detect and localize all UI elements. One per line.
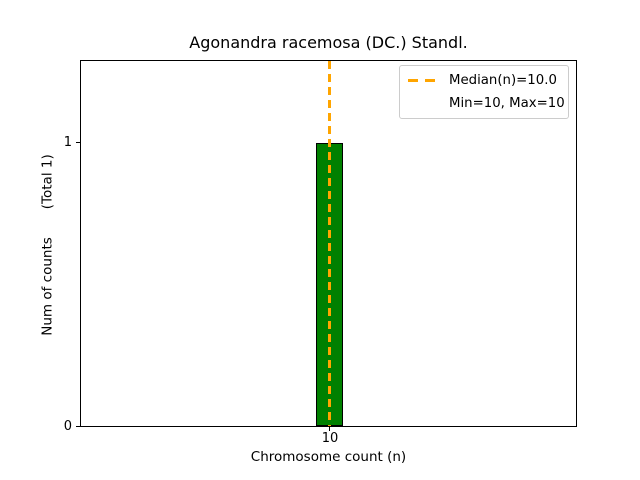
- y-axis-label-main: Num of counts: [39, 237, 56, 336]
- legend-median-label: Median(n)=10.0: [449, 73, 557, 88]
- median-vline: [328, 61, 331, 426]
- ytick-label-0: 0: [63, 419, 72, 434]
- ytick-mark-0: [76, 426, 80, 427]
- xtick-mark-10: [329, 427, 330, 431]
- legend-minmax-label: Min=10, Max=10: [449, 96, 565, 111]
- median-dashed-line-icon: [408, 79, 436, 82]
- legend-row-median: Median(n)=10.0: [408, 69, 560, 92]
- plot-area: Median(n)=10.0 Min=10, Max=10: [80, 60, 577, 427]
- chart-title: Agonandra racemosa (DC.) Standl.: [189, 33, 468, 52]
- legend: Median(n)=10.0 Min=10, Max=10: [399, 65, 569, 119]
- y-axis-label-total: (Total 1): [39, 154, 56, 210]
- y-axis-label: Num of counts (Total 1): [40, 154, 57, 335]
- ytick-mark-1: [76, 142, 80, 143]
- xtick-label-10: 10: [321, 431, 339, 446]
- ytick-label-1: 1: [63, 135, 72, 150]
- x-axis-label: Chromosome count (n): [250, 449, 407, 465]
- legend-row-minmax: Min=10, Max=10: [408, 92, 565, 115]
